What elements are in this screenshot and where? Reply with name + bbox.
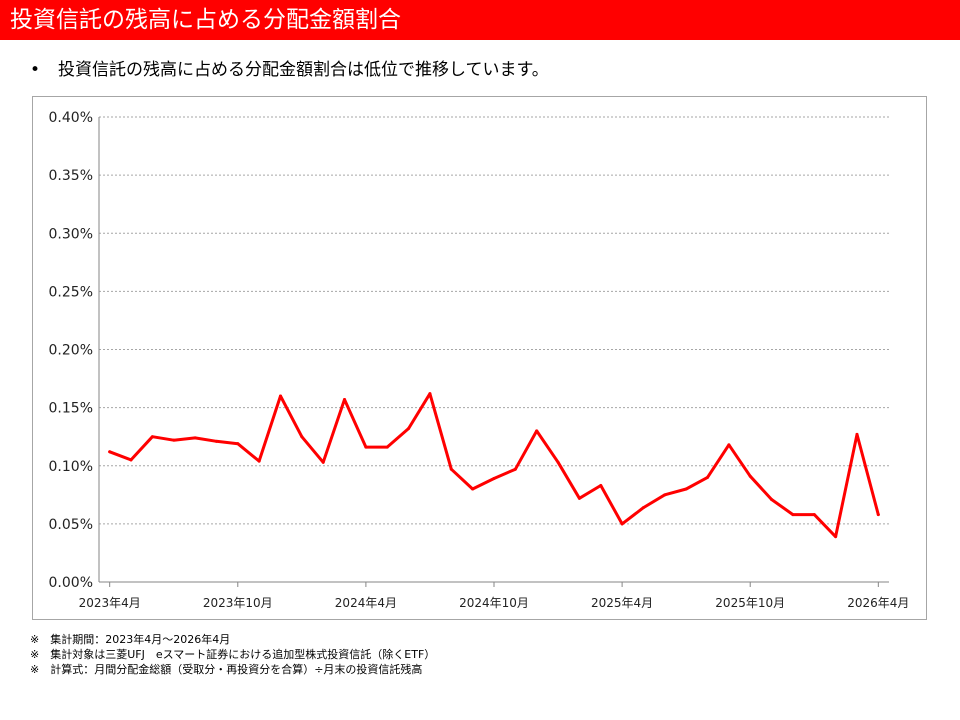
data-point [407,427,411,431]
data-point [214,439,218,443]
x-tick-label: 2025年10月 [715,596,785,610]
data-point [300,435,304,439]
data-point [535,429,539,433]
data-point [513,467,517,471]
data-point [556,460,560,464]
footnote-formula: ※ 計算式：月間分配金総額（受取分・再投資分を合算）÷月末の投資信託残高 [30,663,423,676]
data-point [449,467,453,471]
data-point [663,493,667,497]
x-tick-label: 2023年4月 [79,596,141,610]
data-point [343,397,347,401]
data-point [428,392,432,396]
y-tick-label: 0.30% [49,226,93,242]
data-point [812,513,816,517]
chart-frame: 0.00% 0.05% 0.10% 0.15% 0.20% 0.25% 0.30% 0.35%… [32,96,927,620]
data-point [193,436,197,440]
data-point [748,474,752,478]
data-point [150,435,154,439]
data-point [706,475,710,479]
y-tick-label: 0.15% [49,401,93,417]
y-tick-label: 0.25% [49,284,93,300]
data-point [108,450,112,454]
data-point [599,484,603,488]
x-tick-label: 2025年4月 [591,596,653,610]
data-point [577,496,581,500]
data-point [834,535,838,539]
footnote-scope: ※ 集計対象は三菱UFJ eスマート証券における追加型株式投資信託（除くETF） [30,648,436,661]
data-point [129,458,133,462]
page-title: 投資信託の残高に占める分配金額割合 [0,0,960,40]
summary-text-line: • 投資信託の残高に占める分配金額割合は低位で推移しています。 [30,58,549,82]
series-line [108,392,880,539]
footnote-period: ※ 集計期間：2023年4月～2026年4月 [30,633,231,646]
data-point [492,477,496,481]
data-point [684,487,688,491]
data-point [385,445,389,449]
y-tick-label: 0.40% [49,110,93,126]
data-point [791,513,795,517]
data-point [727,443,731,447]
x-tick-label: 2026年4月 [847,596,909,610]
data-point [172,438,176,442]
data-point [321,460,325,464]
y-tick-label: 0.05% [49,517,93,533]
data-point [770,497,774,501]
data-point [364,445,368,449]
y-tick-label: 0.35% [49,168,93,184]
footnotes: ※ 集計期間：2023年4月～2026年4月 ※ 集計対象は三菱UFJ eスマー… [30,632,435,677]
bullet-marker: • [30,60,41,80]
data-point [876,513,880,517]
data-point [471,487,475,491]
data-point [236,442,240,446]
data-point [257,459,261,463]
data-point [620,522,624,526]
x-tick-label: 2023年10月 [203,596,273,610]
y-tick-label: 0.00% [49,575,93,591]
data-point [278,394,282,398]
summary-text: 投資信託の残高に占める分配金額割合は低位で推移しています。 [58,60,549,80]
distribution-ratio-line-chart: 0.00% 0.05% 0.10% 0.15% 0.20% 0.25% 0.30% 0.35%… [49,110,910,610]
x-tick-label: 2024年4月 [335,596,397,610]
data-point [641,506,645,510]
y-tick-label: 0.20% [49,343,93,359]
x-tick-label: 2024年10月 [459,596,529,610]
data-point [855,432,859,436]
y-tick-label: 0.10% [49,459,93,475]
